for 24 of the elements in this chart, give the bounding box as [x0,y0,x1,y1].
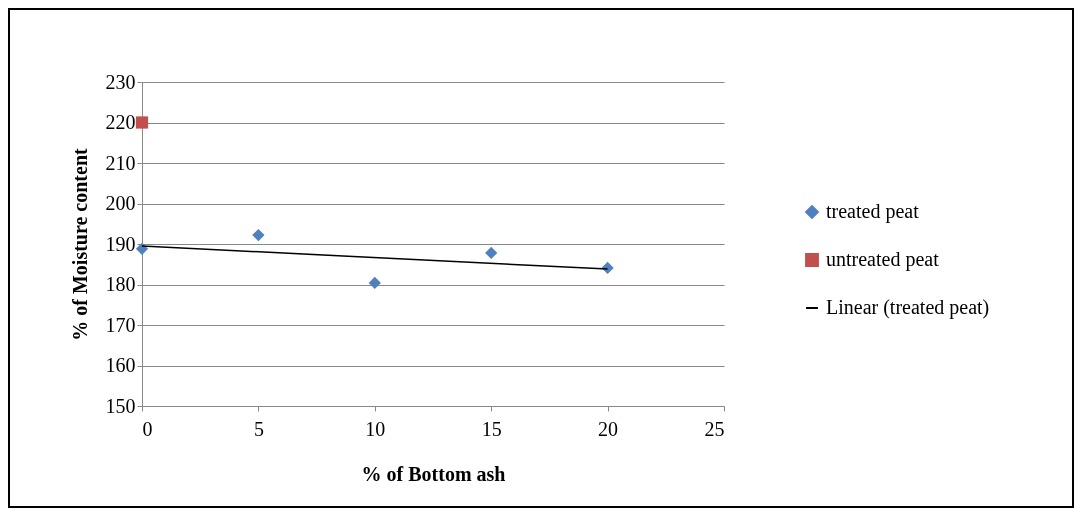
point [135,116,149,129]
y-tick-label: 200 [105,192,136,214]
y-axis-title: % of Moisture content [68,147,91,341]
x-axis-title: % of Bottom ash [361,462,506,485]
x-tick-label: 10 [365,417,386,440]
y-tick-label: 230 [105,70,136,93]
y-tick-label: 170 [105,313,136,336]
x-tick-label: 20 [598,417,619,440]
legend-label: treated peat [826,200,920,223]
y-tick-label: 150 [105,394,136,417]
x-tick-label: 15 [481,417,502,440]
x-tick-label: 0 [142,417,153,440]
x-tick-label: 25 [704,417,725,440]
point [485,246,498,260]
y-tick-label: 220 [105,111,136,133]
point [252,228,265,242]
y-tick-label: 190 [105,232,136,255]
x-tick-label: 5 [253,417,264,440]
y-tick-label: 160 [105,354,136,376]
legend-label: Linear (treated peat) [826,296,990,319]
y-tick-label: 210 [105,151,136,174]
y-tick-label: 180 [105,273,136,295]
point [368,276,381,289]
legend-label: untreated peat [826,248,940,271]
